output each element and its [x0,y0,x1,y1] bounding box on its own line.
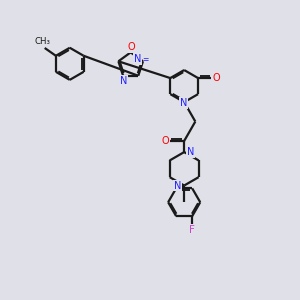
Text: N: N [134,54,141,64]
Text: =: = [142,55,149,64]
Text: N: N [174,181,181,190]
Text: O: O [128,42,135,52]
Text: N: N [187,147,194,157]
Text: CH₃: CH₃ [34,37,50,46]
Text: N: N [180,98,187,108]
Text: O: O [212,73,220,83]
Text: O: O [161,136,169,146]
Text: N: N [120,76,127,86]
Text: F: F [189,225,195,235]
